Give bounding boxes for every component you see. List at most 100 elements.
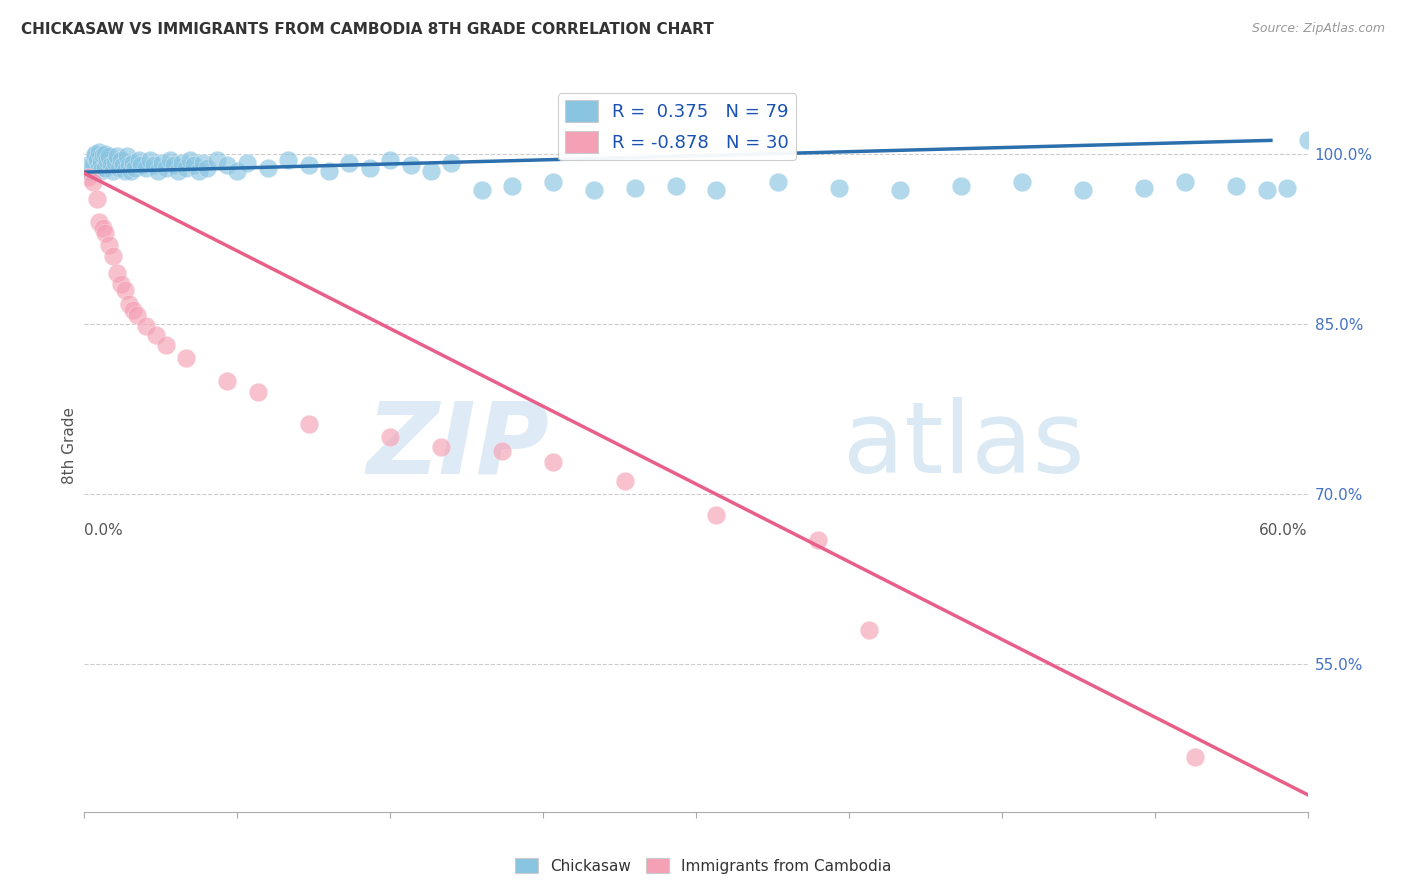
Point (127, 308, 149, 322)
Point (110, 277, 132, 292)
Point (112, 158, 135, 172)
Point (163, 158, 186, 172)
Point (90, 164, 112, 178)
Point (77, 158, 100, 172)
Point (135, 161, 157, 175)
Point (187, 164, 209, 178)
Point (217, 158, 239, 172)
Point (96, 153, 118, 167)
Point (318, 164, 340, 178)
Point (104, 155, 127, 169)
Point (246, 385, 269, 400)
Point (97, 237, 120, 252)
Point (93, 147, 115, 161)
Point (543, 455, 565, 469)
Point (380, 430, 402, 444)
Point (82, 156, 104, 170)
Point (120, 164, 142, 178)
Legend: R =  0.375   N = 79, R = -0.878   N = 30: R = 0.375 N = 79, R = -0.878 N = 30 (558, 93, 796, 161)
Point (142, 158, 165, 172)
Point (624, 181, 647, 195)
Point (543, 175, 565, 189)
Point (359, 161, 381, 175)
Point (1174, 175, 1197, 189)
Point (93, 161, 115, 175)
Point (114, 164, 136, 178)
Point (110, 153, 132, 167)
Point (91, 220, 114, 235)
Point (420, 164, 443, 178)
Point (858, 624, 880, 638)
Point (150, 156, 173, 170)
Point (118, 296, 141, 310)
Point (90, 155, 112, 169)
Point (950, 178, 973, 193)
Point (1256, 183, 1278, 197)
Point (257, 161, 280, 175)
Point (101, 164, 124, 178)
Point (1296, 133, 1319, 147)
Point (83, 147, 105, 161)
Point (889, 183, 911, 197)
Point (118, 158, 141, 172)
Text: ZIP: ZIP (366, 398, 550, 494)
Point (1277, 181, 1299, 195)
Point (195, 161, 218, 175)
Point (77, 169, 100, 184)
Point (91, 148, 114, 162)
Point (167, 164, 190, 178)
Point (108, 161, 131, 175)
Point (86, 153, 108, 167)
Point (93, 227, 115, 241)
Point (205, 153, 228, 167)
Point (277, 153, 299, 167)
Point (86, 192, 108, 206)
Text: 0.0%: 0.0% (84, 523, 124, 538)
Point (298, 158, 321, 172)
Point (105, 149, 128, 163)
Point (146, 164, 169, 178)
Point (1011, 175, 1033, 189)
Point (97, 149, 120, 163)
Point (807, 533, 830, 547)
Point (399, 158, 422, 172)
Point (114, 283, 136, 297)
Point (174, 161, 197, 175)
Point (183, 158, 205, 172)
Point (79, 164, 101, 178)
Point (105, 266, 128, 280)
Point (155, 337, 177, 351)
Point (179, 153, 201, 167)
Point (124, 161, 146, 175)
Point (87, 215, 110, 229)
Point (502, 178, 524, 193)
Point (430, 440, 453, 454)
Point (131, 158, 153, 172)
Point (1073, 183, 1095, 197)
Point (174, 351, 197, 365)
Point (172, 156, 194, 170)
Text: Source: ZipAtlas.com: Source: ZipAtlas.com (1251, 22, 1385, 36)
Point (87, 145, 110, 159)
Point (155, 161, 177, 175)
Point (115, 149, 138, 163)
Point (128, 153, 150, 167)
Point (491, 444, 513, 458)
Point (145, 328, 167, 343)
Point (87, 161, 110, 175)
Point (766, 175, 789, 189)
Point (339, 156, 361, 170)
Point (706, 508, 728, 522)
Y-axis label: 8th Grade: 8th Grade (62, 408, 77, 484)
Point (135, 319, 157, 334)
Point (226, 164, 249, 178)
Point (1184, 750, 1206, 764)
Point (100, 158, 122, 172)
Point (440, 156, 463, 170)
Point (138, 153, 160, 167)
Point (191, 156, 214, 170)
Text: CHICKASAW VS IMMIGRANTS FROM CAMBODIA 8TH GRADE CORRELATION CHART: CHICKASAW VS IMMIGRANTS FROM CAMBODIA 8T… (21, 22, 714, 37)
Point (1225, 178, 1247, 193)
Point (236, 156, 259, 170)
Point (471, 183, 494, 197)
